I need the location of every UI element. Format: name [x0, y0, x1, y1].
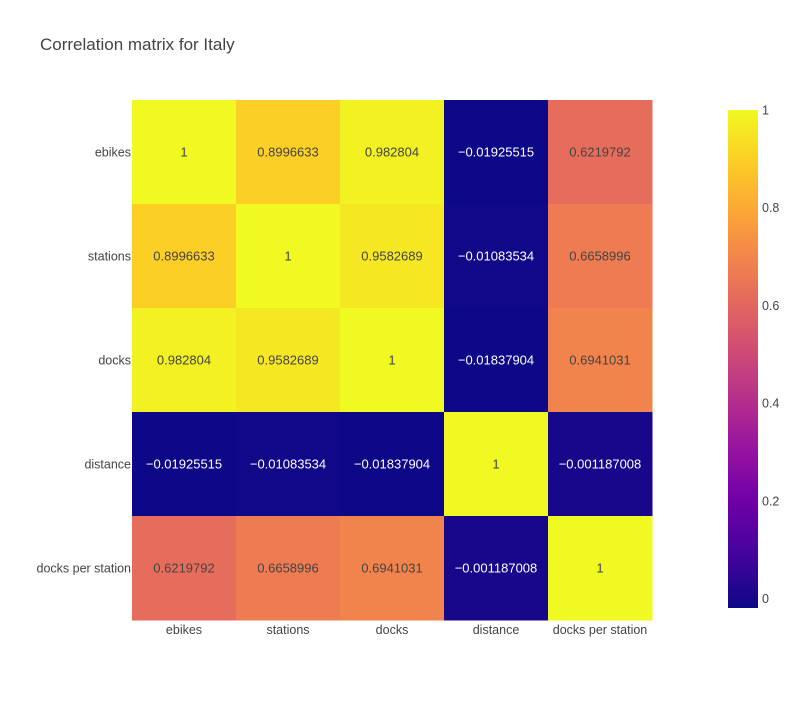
- heatmap-cell: [236, 204, 341, 309]
- colorbar-gradient-bar: [728, 110, 758, 608]
- heatmap-cell: [548, 412, 653, 517]
- heatmap-cell-label: 1: [388, 353, 395, 368]
- colorbar-tick-label: 0: [762, 592, 769, 606]
- heatmap-cell: [340, 412, 445, 517]
- colorbar-tick-label: 1: [762, 104, 769, 118]
- heatmap-cell-label: 1: [284, 249, 291, 264]
- heatmap-cell: [444, 204, 549, 309]
- heatmap-cell-label: −0.01925515: [458, 145, 534, 160]
- x-axis-tick-labels: ebikes stations docks distance docks per sta…: [166, 623, 647, 637]
- heatmap-cell-label: 0.6941031: [569, 353, 630, 368]
- heatmap-cell-label: 0.6941031: [361, 561, 422, 576]
- heatmap-cell-label: −0.01925515: [146, 457, 222, 472]
- x-tick-label: stations: [266, 623, 309, 637]
- heatmap-cell-label: 0.9582689: [361, 249, 422, 264]
- y-tick-label: ebikes: [95, 146, 131, 160]
- heatmap-cell: [444, 308, 549, 413]
- heatmap-cell-label: 1: [596, 561, 603, 576]
- heatmap-cell-label: −0.01083534: [250, 457, 326, 472]
- heatmap-cell-label: −0.01837904: [354, 457, 430, 472]
- heatmap-cell: [548, 308, 653, 413]
- x-tick-label: docks per station: [553, 623, 648, 637]
- heatmap-cell: [548, 516, 653, 621]
- heatmap-cell: [548, 204, 653, 309]
- x-tick-label: docks: [376, 623, 409, 637]
- heatmap-cell: [236, 100, 341, 205]
- heatmap-cell-label: 0.8996633: [153, 249, 214, 264]
- heatmap-cell: [236, 516, 341, 621]
- heatmap-cell-label: 0.8996633: [257, 145, 318, 160]
- heatmap-cell: [444, 412, 549, 517]
- heatmap-cell: [444, 100, 549, 205]
- y-tick-label: distance: [84, 458, 131, 472]
- heatmap-cell-label: 0.6658996: [257, 561, 318, 576]
- chart-title: Correlation matrix for Italy: [40, 35, 235, 54]
- heatmap-cell-label: 0.6219792: [569, 145, 630, 160]
- heatmap-cell-label: 0.982804: [157, 353, 211, 368]
- heatmap-cell-label: 0.6658996: [569, 249, 630, 264]
- colorbar-tick-label: 0.2: [762, 494, 779, 508]
- heatmap-cell-label: −0.001187008: [455, 561, 538, 576]
- heatmap-cells: [132, 100, 653, 621]
- y-tick-label: docks: [98, 354, 131, 368]
- y-axis-tick-labels: ebikes stations docks distance docks per sta…: [37, 146, 132, 576]
- heatmap-cell-label: 0.9582689: [257, 353, 318, 368]
- y-tick-label: docks per station: [37, 562, 132, 576]
- heatmap-cell: [236, 308, 341, 413]
- heatmap-cell-label: 0.982804: [365, 145, 419, 160]
- heatmap-cell: [132, 204, 237, 309]
- heatmap-cell: [132, 412, 237, 517]
- x-tick-label: ebikes: [166, 623, 202, 637]
- colorbar-tick-label: 0.4: [762, 397, 779, 411]
- heatmap-cell-label: −0.01083534: [458, 249, 534, 264]
- heatmap-cell: [340, 308, 445, 413]
- heatmap-cell-label: 1: [492, 457, 499, 472]
- colorbar-tick-label: 0.8: [762, 201, 779, 215]
- heatmap-cell-label: −0.01837904: [458, 353, 534, 368]
- y-tick-label: stations: [88, 250, 131, 264]
- heatmap-cell: [548, 100, 653, 205]
- heatmap-cell: [236, 412, 341, 517]
- x-tick-label: distance: [473, 623, 520, 637]
- heatmap-cell-label: 0.6219792: [153, 561, 214, 576]
- heatmap-cell: [340, 204, 445, 309]
- heatmap-cell: [132, 100, 237, 205]
- heatmap-cell: [132, 516, 237, 621]
- heatmap-cell: [444, 516, 549, 621]
- heatmap-cell-label: −0.001187008: [559, 457, 642, 472]
- heatmap-cell: [340, 516, 445, 621]
- heatmap-cell-label: 1: [180, 145, 187, 160]
- heatmap-cell-labels: 1 0.8996633 0.982804 −0.01925515 0.6219792 0.…: [146, 145, 641, 576]
- colorbar-tick-label: 0.6: [762, 299, 779, 313]
- heatmap-cell: [132, 308, 237, 413]
- colorbar: 0 0.2 0.4 0.6 0.8 1: [728, 104, 779, 608]
- heatmap-cell: [340, 100, 445, 205]
